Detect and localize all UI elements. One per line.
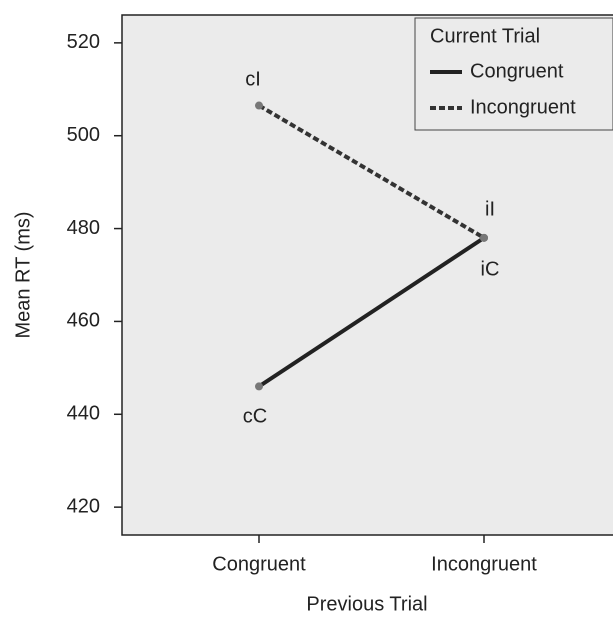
point (255, 101, 263, 110)
y-tick-label: 520 (67, 31, 100, 53)
annotation: iI (485, 198, 495, 220)
annotation: iC (481, 258, 500, 280)
legend-title: Current Trial (430, 25, 540, 47)
legend-label: Congruent (470, 60, 564, 82)
annotation: cI (245, 68, 261, 90)
x-tick-label: Congruent (212, 553, 306, 575)
series-line (257, 103, 486, 240)
y-axis-label: Mean RT (ms) (12, 211, 34, 338)
x-tick-label: Incongruent (431, 553, 537, 575)
x-axis-label: Previous Trial (306, 593, 427, 615)
point (480, 233, 488, 242)
point (255, 382, 263, 391)
y-tick-label: 500 (67, 124, 100, 146)
y-tick-label: 440 (67, 403, 100, 425)
y-tick-label: 460 (67, 310, 100, 332)
y-tick-label: 480 (67, 217, 100, 239)
annotation: cC (243, 405, 267, 427)
series-line (257, 236, 486, 389)
y-tick-label: 420 (67, 495, 100, 517)
legend-label: Incongruent (470, 96, 576, 118)
